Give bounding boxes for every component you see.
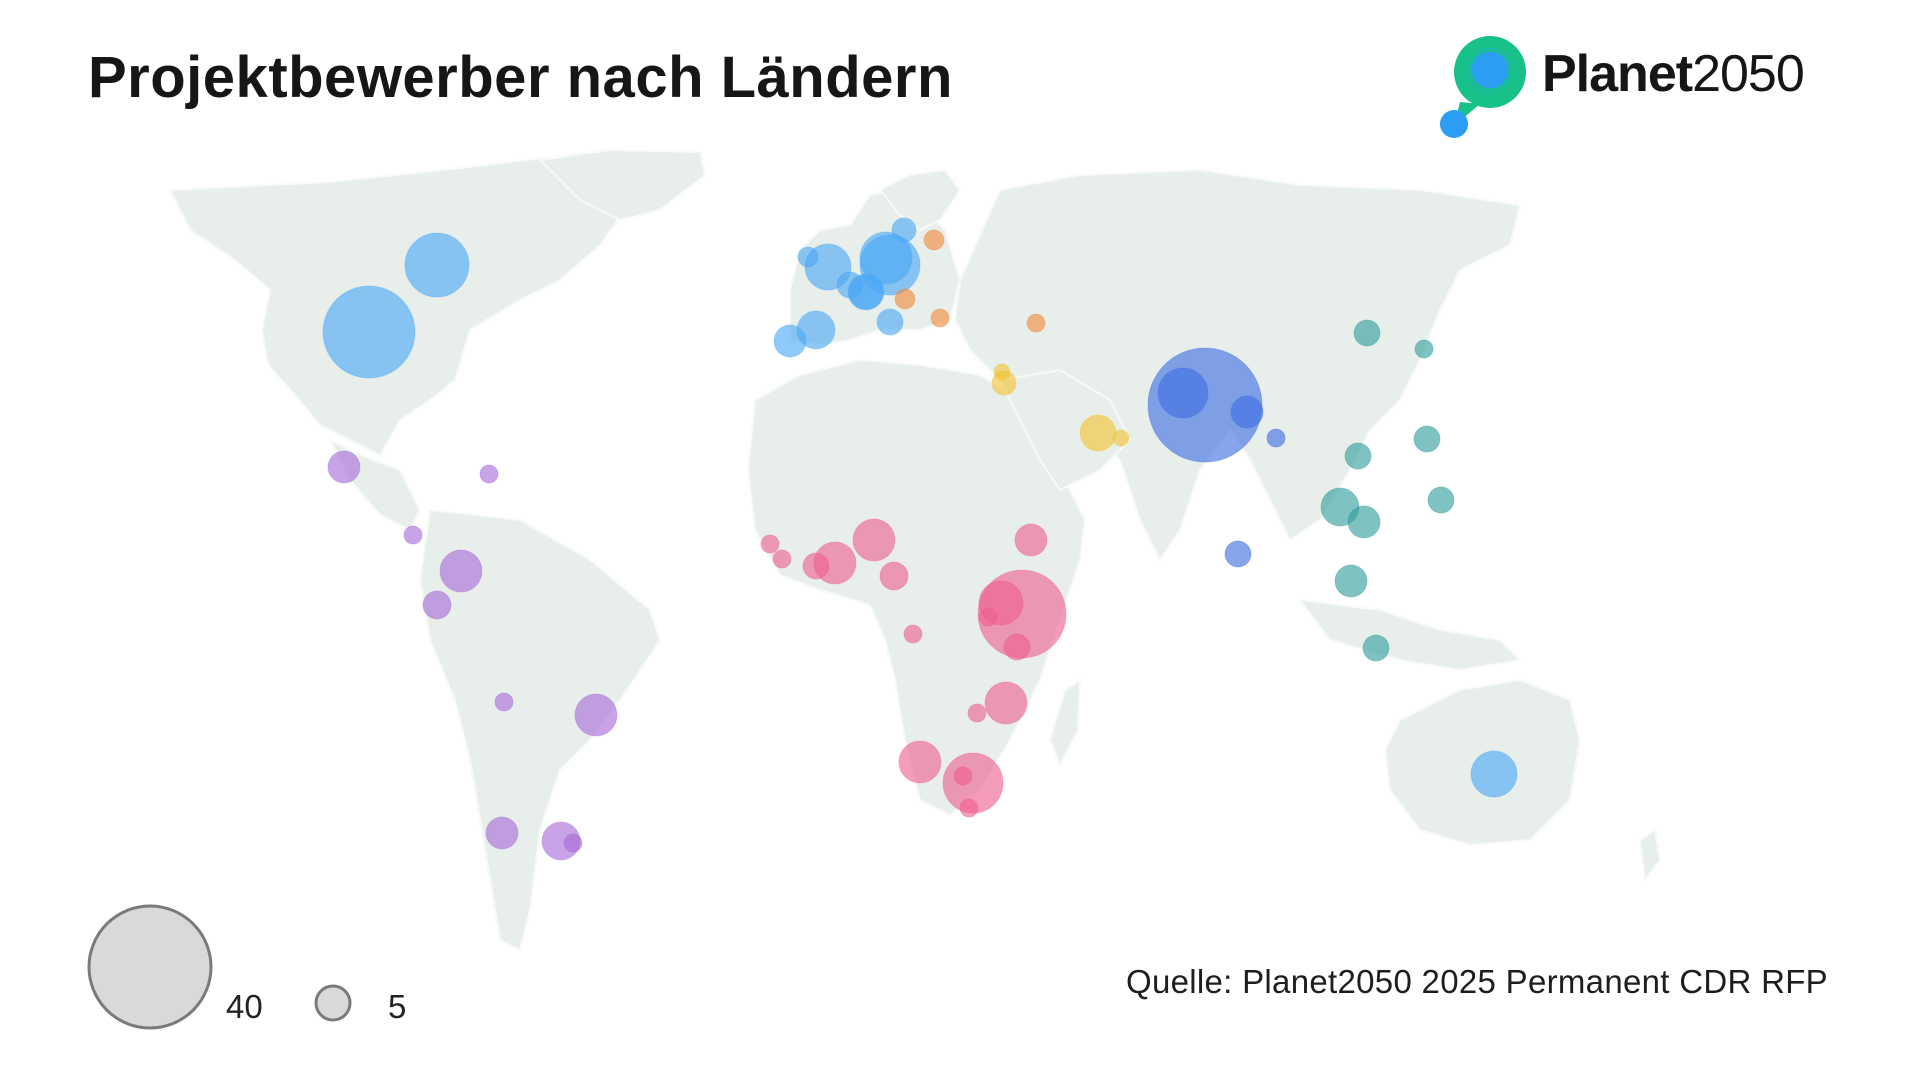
country-bubble-latin-america bbox=[439, 549, 483, 593]
country-bubble-north-america-europe-oceania bbox=[891, 217, 917, 243]
country-bubble-eastern-europe bbox=[894, 288, 916, 310]
planet2050-logo: Planet2050 bbox=[1440, 24, 1840, 144]
country-bubble-africa bbox=[852, 518, 896, 562]
country-bubble-north-america-europe-oceania bbox=[404, 232, 470, 298]
country-bubble-south-asia bbox=[1224, 540, 1252, 568]
country-bubble-latin-america bbox=[422, 590, 452, 620]
country-bubble-latin-america bbox=[403, 525, 423, 545]
country-bubble-africa bbox=[1014, 523, 1048, 557]
country-bubble-north-america-europe-oceania bbox=[876, 308, 904, 336]
country-bubble-latin-america bbox=[574, 693, 618, 737]
country-bubble-north-america-europe-oceania bbox=[773, 324, 807, 358]
new-zealand-landmass bbox=[1638, 828, 1662, 883]
country-bubble-north-america-europe-oceania bbox=[1470, 750, 1518, 798]
arabia-landmass bbox=[998, 368, 1132, 492]
country-bubble-africa bbox=[898, 740, 942, 784]
country-bubble-africa bbox=[879, 561, 909, 591]
legend-label-large: 40 bbox=[226, 988, 263, 1025]
country-bubble-south-asia bbox=[1266, 428, 1286, 448]
size-legend bbox=[87, 904, 352, 1030]
country-bubble-eastern-europe bbox=[923, 229, 945, 251]
country-bubble-africa bbox=[967, 703, 987, 723]
country-bubble-latin-america bbox=[494, 692, 514, 712]
country-bubble-east-southeast-asia bbox=[1353, 319, 1381, 347]
country-bubble-middle-east bbox=[1112, 429, 1130, 447]
country-bubble-south-asia bbox=[1230, 395, 1264, 429]
country-bubble-east-southeast-asia bbox=[1344, 442, 1372, 470]
country-bubble-middle-east bbox=[1079, 414, 1117, 452]
country-bubble-north-america-europe-oceania bbox=[847, 273, 885, 311]
country-bubble-east-southeast-asia bbox=[1414, 339, 1434, 359]
country-bubble-africa bbox=[959, 798, 979, 818]
country-bubble-africa bbox=[903, 624, 923, 644]
madagascar-landmass bbox=[1048, 678, 1082, 768]
legend-circle-small bbox=[314, 984, 352, 1022]
country-bubble-latin-america bbox=[563, 833, 583, 853]
country-bubble-eastern-europe bbox=[1026, 313, 1046, 333]
country-bubble-africa bbox=[813, 541, 857, 585]
country-bubble-eastern-europe bbox=[930, 308, 950, 328]
country-bubble-latin-america bbox=[485, 816, 519, 850]
country-bubble-latin-america bbox=[327, 450, 361, 484]
legend-label-small: 5 bbox=[388, 988, 407, 1025]
country-bubble-africa bbox=[760, 534, 780, 554]
country-bubble-africa bbox=[953, 766, 973, 786]
page-title: Projektbewerber nach Ländern bbox=[88, 45, 953, 110]
country-bubble-east-southeast-asia bbox=[1347, 505, 1381, 539]
logo-wordmark: Planet2050 bbox=[1542, 45, 1805, 103]
source-note: Quelle: Planet2050 2025 Permanent CDR RF… bbox=[1125, 963, 1828, 1000]
country-bubble-north-america-europe-oceania bbox=[322, 285, 416, 379]
country-bubble-africa bbox=[984, 681, 1028, 725]
country-bubble-middle-east bbox=[991, 370, 1017, 396]
applicant-bubbles bbox=[322, 217, 1518, 861]
country-bubble-east-southeast-asia bbox=[1427, 486, 1455, 514]
legend-circle-large bbox=[87, 904, 213, 1030]
country-bubble-east-southeast-asia bbox=[1334, 564, 1368, 598]
country-bubble-africa bbox=[978, 607, 998, 627]
indonesia-landmass bbox=[1297, 598, 1523, 672]
south-america-landmass bbox=[418, 508, 662, 952]
country-bubble-africa bbox=[1003, 633, 1031, 661]
country-bubble-east-southeast-asia bbox=[1413, 425, 1441, 453]
north-america-landmass bbox=[168, 148, 642, 457]
country-bubble-africa bbox=[772, 549, 792, 569]
country-bubble-latin-america bbox=[479, 464, 499, 484]
scandinavia-landmass bbox=[878, 168, 962, 232]
country-bubble-north-america-europe-oceania bbox=[797, 246, 819, 268]
location-pin-icon bbox=[1440, 36, 1526, 138]
greenland-landmass bbox=[537, 148, 707, 222]
country-bubble-east-southeast-asia bbox=[1362, 634, 1390, 662]
country-bubble-south-asia bbox=[1157, 367, 1209, 419]
